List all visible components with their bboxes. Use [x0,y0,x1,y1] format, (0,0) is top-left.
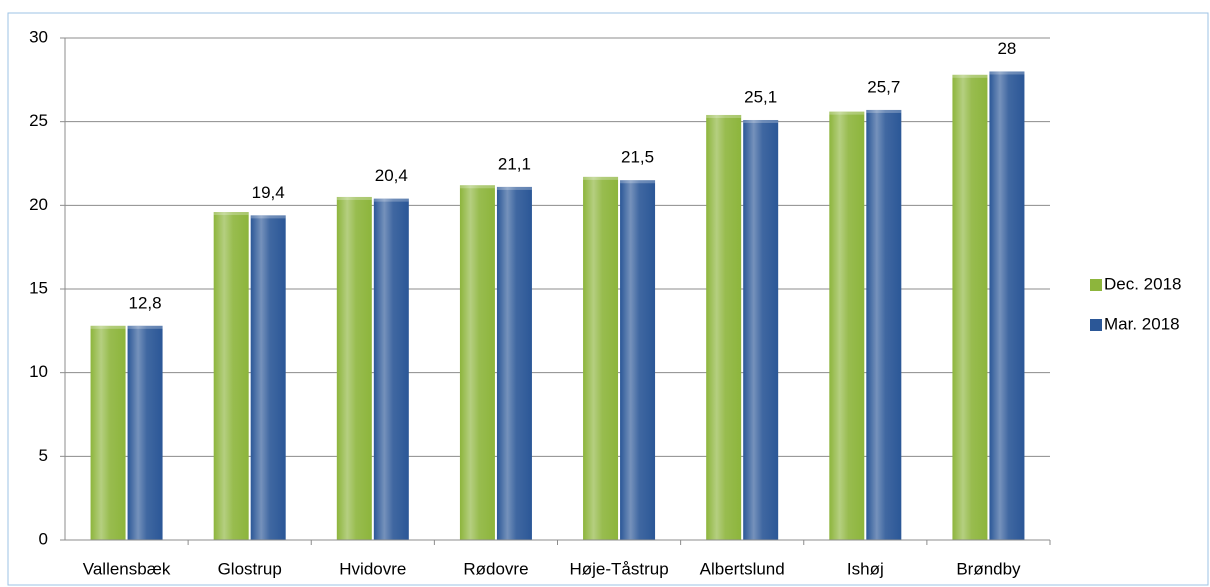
legend-swatch [1090,319,1102,331]
bar-shine [373,198,409,540]
bar-top [706,114,742,118]
data-label: 25,1 [744,87,777,106]
bar-top [496,186,532,190]
data-label: 21,1 [498,154,531,173]
bar-shine [620,180,656,540]
y-tick-label: 30 [29,27,48,46]
legend-swatch [1090,279,1102,291]
y-tick-label: 15 [29,278,48,297]
y-tick-label: 10 [29,362,48,381]
bar-top [620,180,656,184]
bar-top [989,71,1025,75]
bar-top [336,196,372,200]
chart-frame [7,12,1209,586]
bar-shine [706,114,742,541]
bar-top [866,109,902,113]
bar-shine [90,325,126,540]
bar-shine [583,176,619,541]
bar-top [583,176,619,180]
data-label: 28 [997,39,1016,58]
x-tick-label: Albertslund [700,559,785,578]
x-tick-label: Vallensbæk [83,559,171,578]
bar-top [250,215,286,219]
bar-shine [336,196,372,540]
bar-shine [127,325,163,540]
y-tick-label: 25 [29,111,48,130]
bar-shine [952,74,988,541]
x-tick-label: Høje-Tåstrup [569,559,668,578]
bar-shine [743,119,779,540]
bar-top [829,111,865,115]
x-tick-label: Glostrup [218,559,282,578]
bar-shine [866,109,902,540]
data-label: 21,5 [621,148,654,167]
bar-top [213,212,249,216]
data-label: 12,8 [129,293,162,312]
y-tick-label: 5 [39,446,48,465]
bar-top [127,325,163,329]
bar-top [459,185,495,189]
x-tick-label: Brøndby [956,559,1021,578]
data-label: 20,4 [375,166,408,185]
legend-label: Mar. 2018 [1104,314,1180,333]
bar-top [373,198,409,202]
bar-shine [829,111,865,541]
bar-top [952,74,988,78]
bar-shine [459,185,495,540]
bar-shine [496,186,532,540]
bar-top [90,325,126,329]
bar-shine [213,212,249,540]
legend-label: Dec. 2018 [1104,274,1182,293]
y-tick-label: 20 [29,195,48,214]
x-tick-label: Ishøj [847,559,884,578]
data-label: 19,4 [252,183,285,202]
bar-top [743,119,779,123]
x-tick-label: Rødovre [463,559,528,578]
bar-shine [250,215,286,540]
x-tick-label: Hvidovre [339,559,406,578]
data-label: 25,7 [867,77,900,96]
bar-shine [989,71,1025,540]
y-tick-label: 0 [39,529,48,548]
